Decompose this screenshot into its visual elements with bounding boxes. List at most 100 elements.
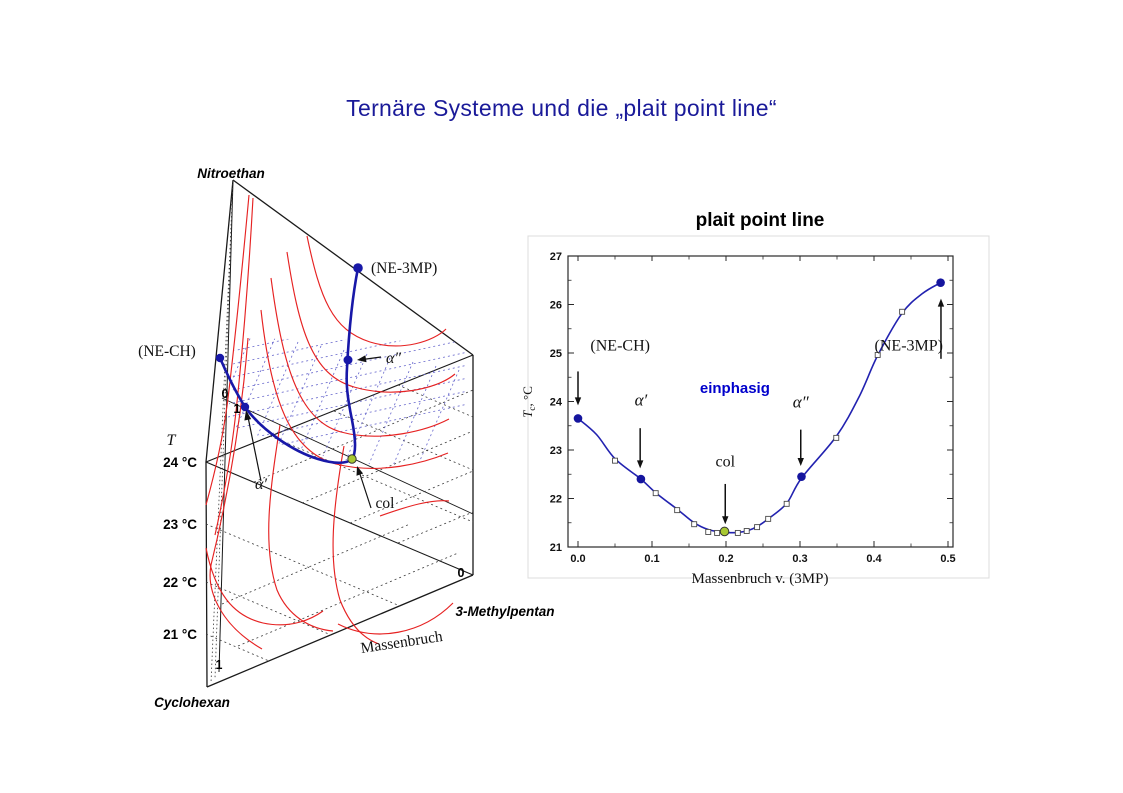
chart-annotation-einphasig: einphasig [700, 380, 770, 397]
plait-point-dot [936, 278, 945, 287]
data-point-square [754, 524, 761, 531]
prism-edge-left [205, 179, 234, 688]
temp-tick-24: 24 °C [163, 455, 197, 470]
data-point-square [734, 529, 741, 536]
chart-annotation-ne3mp: (NE-3MP) [875, 338, 943, 355]
grid-line [214, 179, 234, 679]
blue-grid-line [276, 345, 322, 449]
data-point-square [612, 457, 618, 464]
grid-line [301, 430, 474, 504]
blue-grid-line [227, 338, 466, 392]
y-tick-label: 26 [550, 300, 562, 312]
blue-grid-line [230, 338, 276, 441]
y-tick-label: 22 [550, 494, 562, 506]
prism-outline [205, 179, 474, 688]
annotation-arrowhead [636, 460, 644, 469]
grid-line [349, 470, 474, 524]
blue-grid-line [368, 361, 414, 465]
binodal-curve [332, 445, 380, 645]
scale-zero-right: 0 [458, 566, 465, 580]
grid-line [210, 179, 234, 684]
binodal-curve [337, 602, 454, 635]
blue-grid-line [227, 390, 466, 444]
grid-line [205, 523, 401, 607]
blue-grid-line [299, 349, 345, 453]
grid-line [205, 581, 332, 636]
chart-annotation-: α″ [793, 392, 810, 411]
temp-tick-23: 23 °C [163, 517, 197, 532]
grid-line [205, 633, 270, 662]
plait-point-dot [573, 414, 583, 423]
axis-label-massenbruch: Massenbruch [359, 628, 443, 657]
chart-plot: 0.0 0.1 0.2 0.3 0.4 0.5 21 22 23 24 25 26 27 (NE-CH) α… [550, 251, 956, 565]
binodal-curve [205, 547, 324, 626]
chart-annotation-col: col [715, 453, 735, 470]
data-point-square [765, 515, 772, 522]
alpha-prime-arrowhead [244, 410, 252, 421]
chart-frame [567, 255, 954, 548]
binodal-curve [306, 235, 447, 347]
vertex-label-nitroethan: Nitroethan [197, 166, 265, 181]
ylabel-rest: , °C [520, 386, 535, 406]
scale-one-top: 1 [234, 402, 241, 416]
chart-y-axis-label: Tc, °C [520, 386, 538, 418]
prism-point-alpha-prime [240, 402, 250, 412]
prism-edge-top [232, 179, 474, 356]
prism-point-alpha-dblprime [343, 355, 353, 365]
prism-label-ne-ch: (NE-CH) [138, 343, 196, 360]
x-tick-label: 0.1 [644, 553, 659, 565]
alpha-dblprime-arrowhead [357, 355, 367, 363]
data-point-square [743, 528, 750, 534]
alpha-prime-arrow [247, 416, 262, 482]
vertex-label-cyclohexan: Cyclohexan [154, 695, 230, 710]
vertex-label-3-methylpentan: 3-Methylpentan [455, 604, 554, 619]
prism-annotation-arrows [244, 355, 382, 509]
data-point-square [674, 507, 681, 514]
blue-grid-line [227, 338, 466, 353]
temp-tick-21: 21 °C [163, 627, 197, 642]
prism-point-col [347, 454, 357, 464]
data-point-square [714, 529, 721, 536]
grid-line [397, 511, 474, 544]
prism-point-ne-3mp [353, 263, 363, 273]
col-arrowhead [356, 466, 364, 476]
x-tick-label: 0.2 [718, 553, 733, 565]
binodal-curve [214, 197, 254, 536]
prism-dotted-grid-black [205, 179, 474, 684]
blue-grid-line [345, 357, 391, 461]
prism-edge-bottom [206, 574, 474, 688]
plait-point-curve [577, 282, 942, 534]
chart-title: plait point line [696, 210, 825, 231]
data-point-square [652, 490, 659, 497]
chart-image-border [527, 235, 990, 579]
data-point-square [874, 351, 881, 358]
chart-figure: plait point line Tc, °C Massenbruch v. (… [520, 210, 990, 587]
data-point-square [705, 529, 712, 535]
prism-label-alpha-dblprime: α″ [386, 350, 401, 367]
ylabel-main: T [520, 410, 535, 418]
grid-line [397, 384, 474, 418]
blue-grid-line [391, 365, 437, 468]
prism-point-ne-ch [215, 353, 225, 363]
prism-edge-left-inner [218, 179, 234, 673]
prism-level-24-up [205, 354, 474, 463]
binodal-curve [270, 277, 450, 437]
blue-grid-line [227, 377, 466, 431]
annotation-arrowhead [574, 397, 582, 406]
y-tick-label: 21 [550, 542, 562, 554]
col-point-dot [719, 526, 730, 537]
slide-title: Ternäre Systeme und die „plait point lin… [346, 95, 777, 121]
prism-level-24-down [205, 461, 474, 576]
binodal-curve [209, 337, 263, 650]
annotation-arrowhead [722, 516, 729, 525]
prism-label-alpha-prime: α′ [255, 476, 267, 493]
grid-line [221, 523, 411, 605]
prism-figure: Nitroethan Cyclohexan 3-Methylpentan Mas… [138, 166, 554, 710]
x-tick-label: 0.0 [570, 553, 585, 565]
t-axis-label: T [167, 432, 177, 449]
grid-line [269, 435, 474, 523]
annotation-arrowhead [937, 298, 945, 307]
x-tick-label: 0.4 [866, 553, 882, 565]
temp-tick-22: 22 °C [163, 575, 197, 590]
